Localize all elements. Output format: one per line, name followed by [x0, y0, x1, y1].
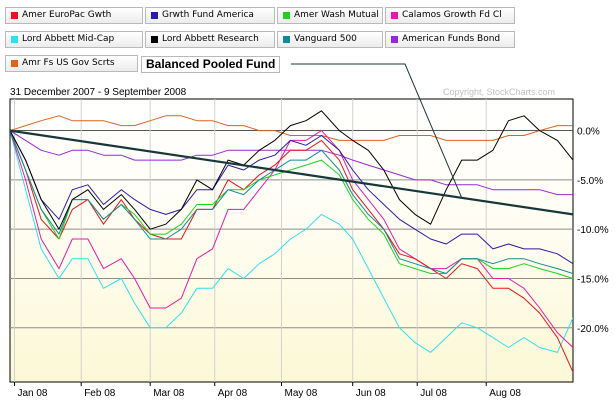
series-line-amer-europac-gwth: [10, 130, 573, 373]
x-tick-label: Jan 08: [17, 388, 47, 399]
legend-item-4: Calamos Growth Fd Cl: [385, 7, 515, 24]
y-tick-label: -20.0%: [577, 324, 609, 335]
x-tick-label: Jun 08: [356, 388, 386, 399]
legend-item-8: American Funds Bond: [385, 31, 515, 48]
legend-label: Lord Abbett Mid-Cap: [22, 34, 115, 44]
balanced-pooled-fund-label: Balanced Pooled Fund: [141, 56, 281, 73]
legend-label: Amer Wash Mutual: [294, 10, 379, 20]
plot-area: [9, 98, 574, 383]
legend-label: Lord Abbett Research: [162, 34, 259, 44]
x-tick-label: Apr 08: [218, 388, 248, 399]
series-line-amr-fs-us-gov-scrts: [10, 115, 573, 141]
date-range: 31 December 2007 - 9 September 2008: [10, 87, 187, 98]
legend-label: Vanguard 500: [294, 34, 357, 44]
legend-item-2: Grwth Fund America: [145, 7, 275, 24]
legend-swatch: [151, 36, 158, 43]
legend-label: Amer EuroPac Gwth: [22, 10, 112, 20]
x-tick-label: Mar 08: [153, 388, 185, 399]
legend-label: Calamos Growth Fd Cl: [402, 10, 502, 20]
legend-item-3: Amer Wash Mutual: [277, 7, 383, 24]
legend-item-5: Lord Abbett Mid-Cap: [5, 31, 143, 48]
series-group: [10, 110, 573, 373]
y-tick-label: 0.0%: [577, 127, 600, 138]
x-tick-label: Feb 08: [84, 388, 116, 399]
legend-item-9: Amr Fs US Gov Scrts: [5, 55, 138, 72]
annotation-leader-line: [291, 63, 463, 198]
legend-swatch: [151, 12, 158, 19]
x-tick-label: Jul 08: [420, 388, 447, 399]
y-tick-label: -10.0%: [577, 225, 609, 236]
copyright-text: Copyright, StockCharts.com: [443, 87, 556, 97]
legend-label: Amr Fs US Gov Scrts: [22, 58, 115, 68]
x-tick-label: May 08: [284, 388, 317, 399]
x-tick-label: Aug 08: [489, 388, 521, 399]
series-line-lord-abbett-mid-cap: [10, 130, 573, 353]
legend-item-1: Amer EuroPac Gwth: [5, 7, 143, 24]
legend-swatch: [11, 60, 18, 67]
legend-item-7: Vanguard 500: [277, 31, 383, 48]
legend-label: American Funds Bond: [402, 34, 501, 44]
legend-swatch: [11, 12, 18, 19]
legend-label: Grwth Fund America: [162, 10, 254, 20]
legend-swatch: [283, 36, 290, 43]
series-line-vanguard-500: [10, 130, 573, 274]
y-tick-label: -5.0%: [577, 176, 603, 187]
legend-swatch: [11, 36, 18, 43]
legend-item-6: Lord Abbett Research: [145, 31, 275, 48]
series-line-grwth-fund-america: [10, 130, 573, 265]
legend-swatch: [391, 12, 398, 19]
legend-swatch: [391, 36, 398, 43]
legend-swatch: [283, 12, 290, 19]
series-line-balanced-pooled-fund: [10, 129, 573, 216]
series-line-lord-abbett-research: [10, 110, 573, 230]
y-tick-label: -15.0%: [577, 274, 609, 285]
